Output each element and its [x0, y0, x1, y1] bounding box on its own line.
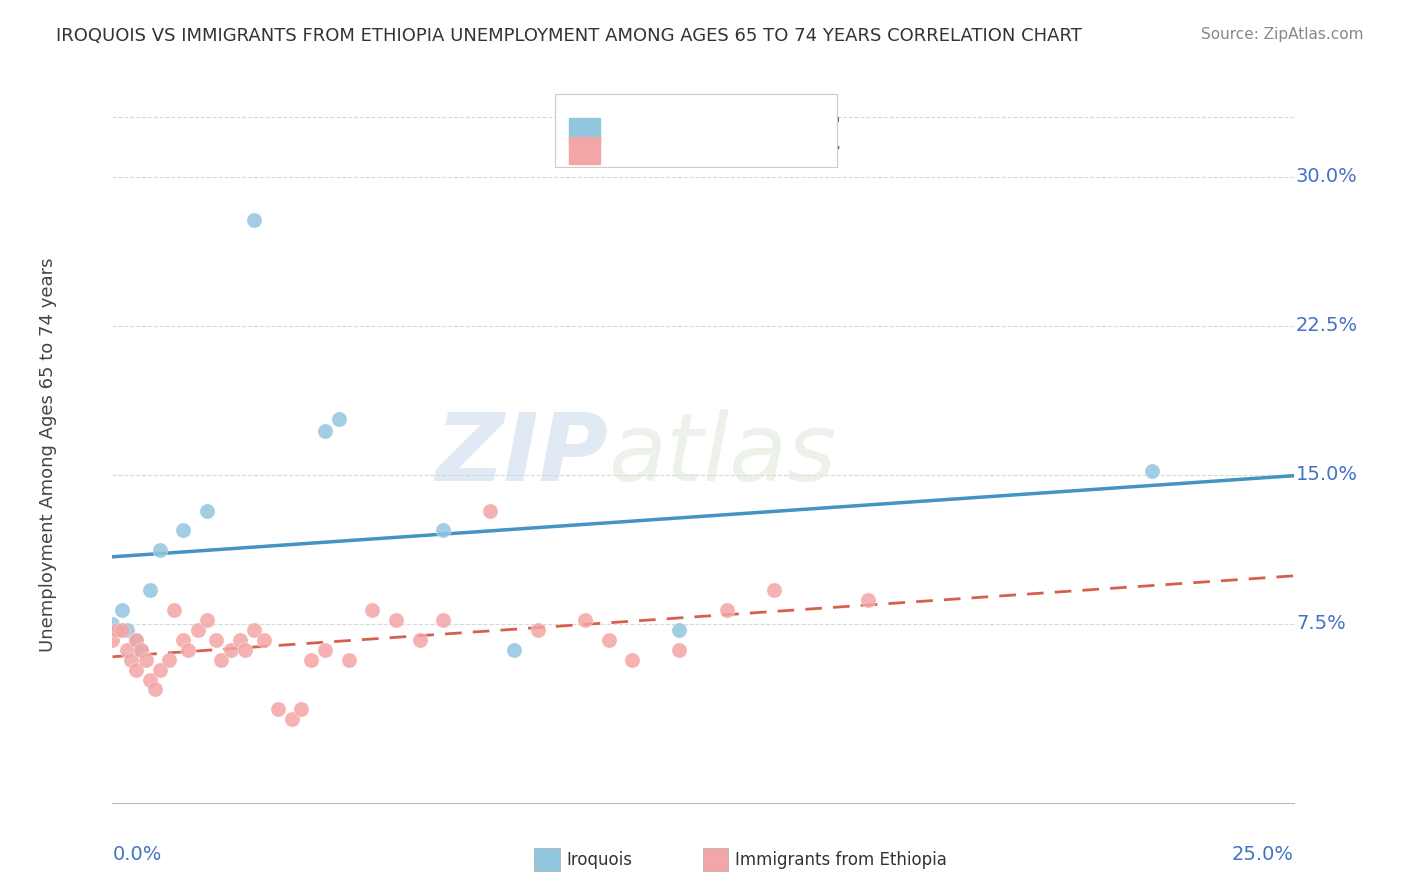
Point [526, 623, 548, 637]
Point [361, 603, 384, 617]
Point [139, 583, 162, 598]
Text: IROQUOIS VS IMMIGRANTS FROM ETHIOPIA UNEMPLOYMENT AMONG AGES 65 TO 74 YEARS CORR: IROQUOIS VS IMMIGRANTS FROM ETHIOPIA UNE… [56, 27, 1083, 45]
Point [115, 623, 138, 637]
Point [253, 632, 276, 647]
Point [762, 583, 785, 598]
Point [125, 632, 148, 647]
Text: atlas: atlas [609, 409, 837, 500]
Text: R = 0.063   N = 44: R = 0.063 N = 44 [612, 136, 839, 156]
Point [125, 663, 148, 677]
Point [479, 503, 502, 517]
Point [135, 653, 157, 667]
Point [314, 424, 336, 438]
Text: 25.0%: 25.0% [1232, 845, 1294, 863]
Point [129, 642, 152, 657]
Point [337, 653, 360, 667]
Point [328, 412, 350, 426]
Point [105, 623, 128, 637]
Point [111, 603, 134, 617]
Point [229, 632, 252, 647]
Point [574, 613, 596, 627]
Text: Iroquois: Iroquois [567, 851, 633, 869]
Point [195, 503, 218, 517]
Point [716, 603, 738, 617]
Point [243, 623, 266, 637]
Point [598, 632, 620, 647]
Point [125, 632, 148, 647]
Point [172, 524, 194, 538]
Text: 30.0%: 30.0% [1296, 167, 1358, 186]
Text: 7.5%: 7.5% [1296, 615, 1346, 633]
Text: R = 0.274   N = 16: R = 0.274 N = 16 [612, 109, 839, 129]
Point [172, 632, 194, 647]
Point [149, 543, 172, 558]
Point [143, 682, 166, 697]
Point [1140, 464, 1163, 478]
Point [858, 593, 880, 607]
Point [157, 653, 180, 667]
Point [120, 653, 142, 667]
Point [219, 642, 242, 657]
Point [432, 524, 454, 538]
Point [668, 642, 690, 657]
Point [209, 653, 232, 667]
Text: 0.0%: 0.0% [112, 845, 162, 863]
Point [163, 603, 186, 617]
Text: ZIP: ZIP [436, 409, 609, 501]
Point [205, 632, 228, 647]
Point [129, 642, 152, 657]
Text: 22.5%: 22.5% [1296, 316, 1358, 335]
Point [267, 702, 290, 716]
Point [432, 613, 454, 627]
Point [139, 673, 162, 687]
Point [111, 623, 134, 637]
Point [149, 663, 172, 677]
Point [177, 642, 200, 657]
Point [621, 653, 644, 667]
Point [195, 613, 218, 627]
Point [115, 642, 138, 657]
Point [101, 616, 124, 631]
Point [186, 623, 208, 637]
Point [314, 642, 336, 657]
Point [299, 653, 322, 667]
Point [668, 623, 690, 637]
Point [385, 613, 408, 627]
Text: Immigrants from Ethiopia: Immigrants from Ethiopia [735, 851, 948, 869]
Text: 15.0%: 15.0% [1296, 466, 1358, 484]
Point [101, 632, 124, 647]
Text: Source: ZipAtlas.com: Source: ZipAtlas.com [1201, 27, 1364, 42]
Point [243, 213, 266, 227]
Point [503, 642, 526, 657]
Point [290, 702, 312, 716]
Point [281, 712, 304, 726]
Point [408, 632, 430, 647]
Point [233, 642, 256, 657]
Text: Unemployment Among Ages 65 to 74 years: Unemployment Among Ages 65 to 74 years [38, 258, 56, 652]
